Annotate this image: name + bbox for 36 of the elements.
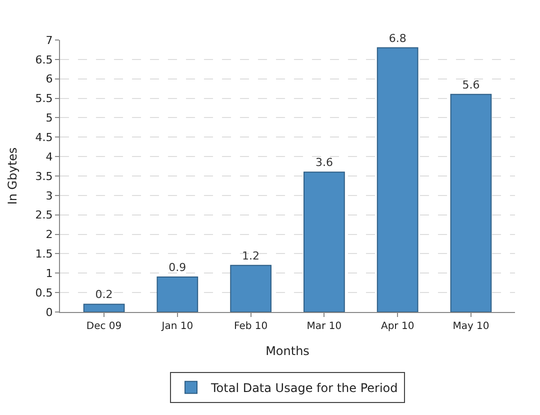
bar [230, 264, 272, 312]
data-label: 5.6 [462, 78, 480, 92]
y-tick-label: 3.5 [35, 170, 53, 183]
data-label: 6.8 [388, 32, 406, 45]
y-tick-label: 2.5 [35, 208, 53, 222]
x-tick-label: Apr 10 [380, 321, 414, 332]
x-tick-label: May 10 [452, 321, 490, 332]
y-tick-label: 4.5 [35, 130, 53, 144]
data-label: 0.9 [168, 261, 186, 274]
y-tick-label: 0.5 [35, 286, 53, 300]
y-tick-label: 6 [46, 72, 53, 86]
y-tick-label: 2 [46, 228, 53, 242]
bar [376, 47, 418, 312]
y-tick-label: 1 [46, 266, 53, 280]
y-tick-label: 7 [46, 34, 53, 47]
x-tick-label: Jan 10 [160, 321, 194, 332]
y-tick-label: 3 [46, 189, 53, 202]
x-tick-label: Feb 10 [234, 321, 268, 332]
x-axis-title: Months [266, 344, 310, 358]
y-tick-label: 4 [46, 150, 53, 164]
bar [450, 94, 492, 312]
x-tick-label: Dec 09 [86, 321, 122, 332]
data-label: 0.2 [95, 288, 113, 302]
bar [83, 304, 125, 312]
data-label: 1.2 [242, 249, 260, 262]
y-tick-label: 6.5 [35, 53, 53, 66]
legend-label: Total Data Usage for the Period [210, 381, 398, 396]
bar [156, 276, 198, 312]
y-tick-label: 1.5 [35, 248, 53, 261]
bar [304, 172, 345, 312]
y-tick-label: 5 [46, 112, 53, 125]
y-tick-label: 0 [46, 306, 53, 319]
y-tick-label: 5.5 [35, 92, 53, 106]
x-tick-label: Mar 10 [306, 321, 342, 332]
data-label: 3.6 [315, 156, 333, 170]
y-axis-title: In Gbytes [6, 147, 20, 205]
